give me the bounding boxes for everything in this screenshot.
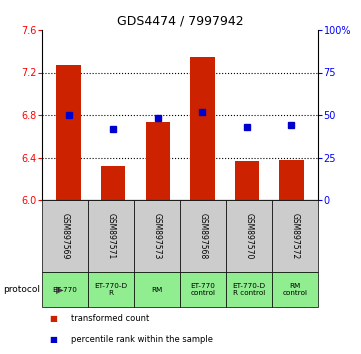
Text: GSM897572: GSM897572 [291,213,300,259]
Text: ET-770: ET-770 [53,286,78,292]
Title: GDS4474 / 7997942: GDS4474 / 7997942 [117,15,243,28]
Text: GSM897570: GSM897570 [244,213,253,259]
Text: protocol: protocol [4,285,40,294]
Bar [56,65,81,200]
Text: ■: ■ [49,335,57,344]
Bar [145,122,170,200]
Text: ▶: ▶ [56,285,64,295]
Bar [190,57,214,200]
Text: GSM897571: GSM897571 [106,213,116,259]
Text: GSM897568: GSM897568 [199,213,208,259]
Bar [235,161,259,200]
Text: RM
control: RM control [283,283,308,296]
Text: GSM897573: GSM897573 [152,213,161,259]
Text: GSM897569: GSM897569 [61,213,70,259]
Text: percentile rank within the sample: percentile rank within the sample [71,335,213,344]
Text: ET-770
control: ET-770 control [191,283,216,296]
Text: RM: RM [151,286,162,292]
Bar [101,166,126,200]
Text: ET-770-D
R: ET-770-D R [95,283,127,296]
Text: transformed count: transformed count [71,314,149,323]
Text: ■: ■ [49,314,57,323]
Bar [279,160,304,200]
Text: ET-770-D
R control: ET-770-D R control [232,283,266,296]
